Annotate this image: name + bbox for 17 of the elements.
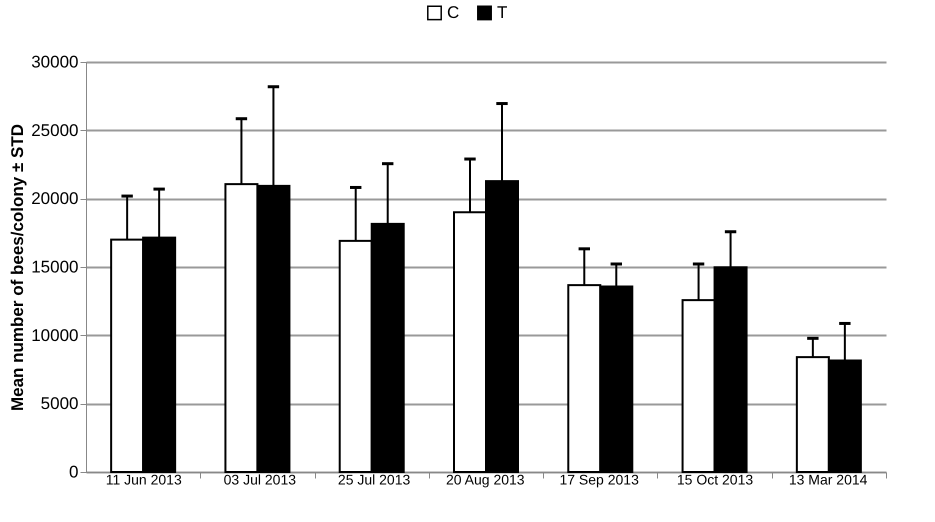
x-tick-label: 25 Jul 2013 bbox=[338, 472, 411, 488]
legend-label: T bbox=[497, 2, 508, 22]
y-tick-label: 30000 bbox=[31, 52, 78, 72]
x-tick-label: 17 Sep 2013 bbox=[559, 472, 640, 488]
y-tick-label: 10000 bbox=[31, 326, 78, 345]
y-tick-label: 25000 bbox=[31, 120, 78, 140]
y-tick-label: 20000 bbox=[31, 189, 78, 208]
legend-label: C bbox=[447, 2, 460, 22]
y-tick-label: 5000 bbox=[40, 394, 78, 414]
y-tick-label: 15000 bbox=[31, 258, 78, 276]
y-axis-title: Mean number of bees/colony ± STD bbox=[8, 124, 28, 412]
y-tick-label: 0 bbox=[69, 462, 78, 482]
x-tick-label: 15 Oct 2013 bbox=[676, 472, 754, 488]
x-tick-label: 13 Mar 2014 bbox=[788, 472, 868, 488]
x-tick-label: 20 Aug 2013 bbox=[446, 472, 525, 488]
x-tick-label: 11 Jun 2013 bbox=[106, 472, 182, 488]
x-tick-label: 03 Jul 2013 bbox=[224, 472, 296, 488]
